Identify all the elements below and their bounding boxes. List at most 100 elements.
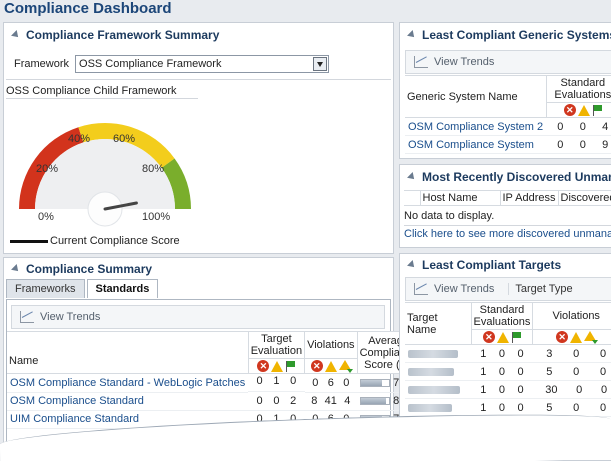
gauge-tick-100: 100% (142, 211, 171, 223)
compliance-summary-header[interactable]: Compliance Summary (4, 258, 393, 280)
target-name-redacted[interactable] (405, 362, 471, 382)
warning-icon (577, 104, 590, 116)
collapse-icon[interactable] (11, 30, 21, 40)
cell-value: 0 (273, 394, 280, 407)
target-name-redacted[interactable] (405, 398, 471, 418)
cell-value: 3 (546, 347, 553, 360)
col-target-evaluation: Target Evaluation (247, 331, 306, 359)
gauge-tick-60: 60% (113, 133, 136, 145)
targets-toolbar: View Trends Target Type (405, 277, 611, 301)
col-generic-name: Generic System Name (405, 74, 547, 119)
view-trends-button[interactable]: View Trends (414, 56, 494, 68)
standard-name-link[interactable]: OSM Compliance Standard (7, 392, 249, 411)
target-type-column-label[interactable]: Target Type (508, 283, 573, 295)
redacted-name (408, 367, 454, 376)
cell-value: 0 (579, 120, 586, 133)
cell-value: 0 (557, 138, 564, 151)
warning-icon (324, 360, 337, 372)
cell-value: 5 (546, 401, 553, 414)
tab-frameworks[interactable]: Frameworks (6, 279, 85, 298)
score-bar (360, 397, 391, 406)
cell-value: 0 (498, 383, 505, 396)
cell-value: 41 (324, 395, 337, 408)
collapse-icon[interactable] (407, 30, 417, 40)
framework-label: Framework (14, 58, 70, 70)
violation-icons: ✕ (532, 328, 611, 346)
cell-value: 1 (480, 365, 487, 378)
gauge-needle (103, 201, 138, 211)
cell-value: 2 (290, 394, 297, 407)
cell-value: 0 (498, 347, 505, 360)
cell-value: 0 (601, 383, 608, 396)
flag-icon (285, 360, 296, 372)
framework-summary-title: Compliance Framework Summary (26, 28, 220, 42)
page-title: Compliance Dashboard (4, 0, 172, 17)
framework-summary-panel: Compliance Framework Summary Framework O… (3, 22, 394, 254)
recently-discovered-header[interactable]: Most Recently Discovered Unmanaged Hosts (400, 165, 611, 189)
std-eval-cells: 0 0 9 (546, 135, 611, 155)
redacted-name (408, 349, 458, 358)
col-name: Name (7, 330, 249, 375)
least-generic-panel: Least Compliant Generic Systems View Tre… (399, 22, 611, 159)
more-discovered-link[interactable]: Click here to see more discovered unmana… (404, 228, 611, 240)
cell-value: 0 (517, 365, 524, 378)
cell-value: 0 (573, 347, 580, 360)
table-row[interactable]: OSM Compliance System 0 0 9 (405, 135, 611, 155)
least-generic-header[interactable]: Least Compliant Generic Systems (400, 23, 611, 47)
framework-select[interactable]: OSS Compliance Framework (75, 55, 330, 73)
collapse-icon[interactable] (407, 260, 417, 270)
target-name-redacted[interactable] (405, 344, 471, 364)
least-targets-header[interactable]: Least Compliant Targets (400, 254, 611, 276)
tab-standards[interactable]: Standards (86, 279, 159, 298)
cell-value: 9 (602, 138, 609, 151)
critical-icon: ✕ (310, 360, 323, 373)
targets-table: Target Name Standard Evaluations Violati… (405, 301, 611, 436)
cell-value: 0 (256, 394, 263, 407)
cell-value: 6 (327, 376, 334, 389)
target-name-redacted[interactable] (405, 380, 471, 400)
standards-table: Name Target Evaluation Violations Averag… (7, 330, 421, 429)
cell-value: 0 (573, 365, 580, 378)
view-trends-label: View Trends (434, 56, 495, 68)
col-target-name: Target Name (405, 301, 472, 346)
legend-line (10, 239, 48, 243)
table-row[interactable]: 1 0 0 30 0 0 (405, 380, 611, 400)
chevron-down-icon[interactable] (313, 57, 328, 71)
generic-system-link[interactable]: OSM Compliance System (405, 135, 547, 155)
cell-value: 0 (343, 376, 350, 389)
cell-value: 0 (256, 413, 263, 426)
col-host-name: Host Name (419, 190, 501, 206)
compliance-gauge (19, 122, 191, 227)
recently-discovered-title: Most Recently Discovered Unmanaged Hosts (422, 170, 611, 184)
cell-value: 0 (290, 375, 297, 388)
violation-cells: 3 0 0 (532, 344, 611, 364)
gauge-legend: Current Compliance Score (10, 235, 180, 247)
cell-value: 1 (480, 383, 487, 396)
flag-icon (592, 104, 602, 116)
view-trends-button[interactable]: View Trends (20, 311, 100, 323)
standard-name-link[interactable]: OSM Compliance Standard - WebLogic Patch… (7, 373, 249, 393)
collapse-icon[interactable] (407, 172, 417, 182)
table-row[interactable]: OSM Compliance Standard - WebLogic Patch… (7, 373, 421, 393)
view-trends-button[interactable]: View Trends (414, 283, 494, 295)
gauge-red-band (19, 127, 84, 209)
generic-system-link[interactable]: OSM Compliance System 2 (405, 117, 547, 137)
empty-message: No data to display. (404, 210, 495, 222)
minor-warning-icon (338, 360, 353, 374)
gauge-tick-40: 40% (68, 133, 91, 145)
collapse-icon[interactable] (11, 264, 21, 274)
std-eval-icons: ✕ (470, 328, 534, 346)
trend-chart-icon (414, 56, 428, 68)
cell-value: 0 (576, 383, 583, 396)
framework-summary-header[interactable]: Compliance Framework Summary (4, 23, 393, 47)
framework-select-value: OSS Compliance Framework (79, 58, 222, 70)
violation-cells: 5 0 0 (532, 362, 611, 382)
table-row[interactable]: OSM Compliance System 2 0 0 4 (405, 117, 611, 137)
gauge-yellow-band (78, 122, 175, 168)
